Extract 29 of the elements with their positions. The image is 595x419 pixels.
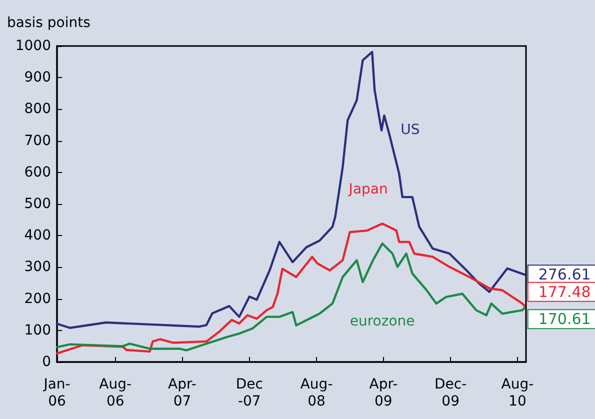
x-tick-label: Aug- 06 xyxy=(99,376,132,410)
y-tick-label: 800 xyxy=(24,101,51,118)
x-tick-label: Apr- 09 xyxy=(369,376,398,410)
x-tick-label: Apr- 07 xyxy=(168,376,196,410)
y-tick-label: 100 xyxy=(24,322,51,338)
y-axis-title: basis points xyxy=(7,15,90,31)
y-tick-label: 700 xyxy=(24,132,51,149)
series-label: Japan xyxy=(348,182,388,198)
x-tick-label: Aug- 08 xyxy=(300,376,333,410)
line-series xyxy=(56,50,526,329)
series-label: US xyxy=(400,122,420,138)
y-tick-label: 200 xyxy=(24,290,51,307)
y-tick-label: 400 xyxy=(24,228,51,244)
x-tick-label: Dec- 09 xyxy=(434,376,467,410)
y-tick-label: 300 xyxy=(24,259,51,276)
y-tick-label: 900 xyxy=(24,70,51,86)
x-tick-label: Jan- 06 xyxy=(42,376,70,410)
line-series xyxy=(56,222,526,355)
y-tick-label: 500 xyxy=(24,196,51,212)
x-tick-label: Dec -07 xyxy=(236,376,263,410)
line-series xyxy=(56,242,526,352)
data-label: 276.61 xyxy=(538,266,591,284)
y-tick-label: 600 xyxy=(24,164,51,180)
x-tick-label: Aug- 10 xyxy=(501,376,534,410)
y-tick-label: 0 xyxy=(42,354,51,370)
data-label: 170.61 xyxy=(538,310,591,328)
series-label: eurozone xyxy=(350,314,415,330)
data-label: 177.48 xyxy=(538,282,591,301)
y-tick-label: 1000 xyxy=(15,38,51,54)
